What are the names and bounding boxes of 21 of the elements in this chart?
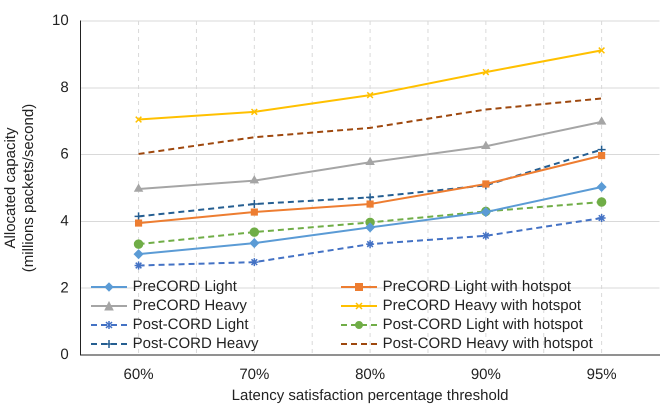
legend-label: PreCORD Heavy: [132, 297, 247, 314]
y-tick-label: 0: [60, 346, 69, 364]
y-tick-label: 10: [52, 12, 69, 30]
x-tick-label: 60%: [124, 366, 154, 384]
legend-label: Post-CORD Light with hotspot: [382, 316, 583, 333]
y-tick-label: 2: [60, 279, 69, 296]
y-tick-label: 8: [60, 78, 69, 96]
legend-label: PreCORD Light: [132, 278, 237, 295]
legend-label: Post-CORD Light: [132, 316, 249, 333]
x-tick-label: 95%: [586, 366, 617, 384]
y-axis-title: Allocated capacity (millions packets/second): [2, 104, 38, 272]
x-tick-label: 90%: [470, 366, 501, 384]
x-tick-label: 70%: [239, 366, 270, 384]
y-tick-label: 4: [60, 212, 69, 230]
legend-label: PreCORD Light with hotspot: [382, 278, 572, 295]
legend-label: Post-CORD Heavy: [132, 335, 259, 352]
legend-label: Post-CORD Heavy with hotspot: [382, 335, 593, 352]
legend-label: PreCORD Heavy with hotspot: [382, 297, 582, 314]
x-axis-title: Latency satisfaction percentage threshold: [232, 387, 509, 404]
y-tick-label: 6: [60, 146, 69, 163]
x-tick-label: 80%: [355, 366, 386, 384]
